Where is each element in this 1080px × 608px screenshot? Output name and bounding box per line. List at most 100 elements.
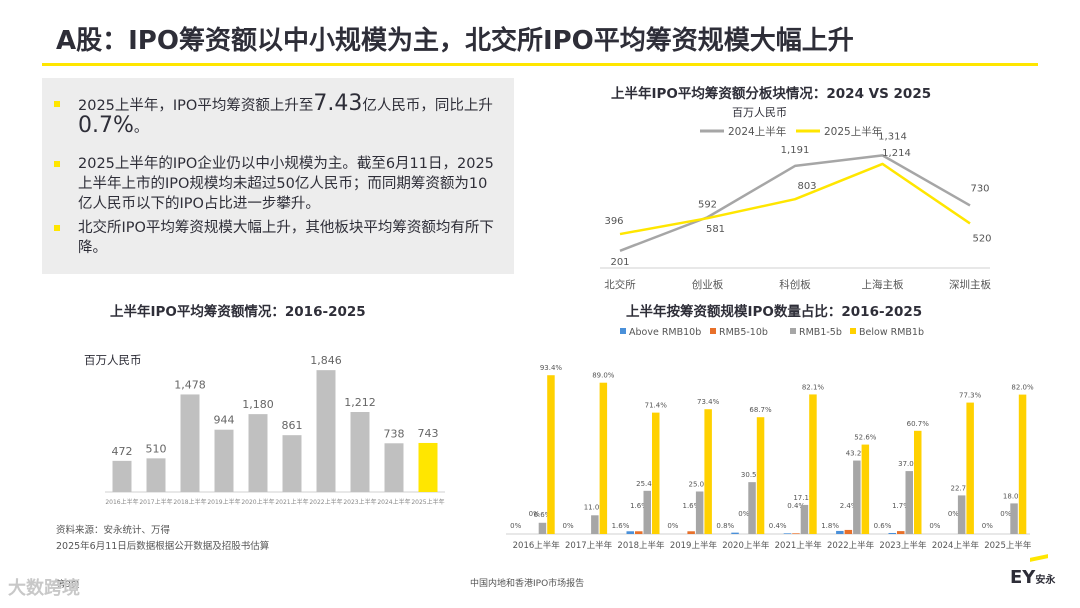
data-label: 0.4% [769, 522, 787, 530]
bullet-1-growth: 0.7% [78, 113, 134, 138]
bar [809, 394, 817, 534]
bullet-1-post: 。 [133, 120, 149, 136]
data-label: 82.0% [1011, 384, 1034, 392]
x-tick-label: 2016上半年 [513, 540, 561, 551]
data-label: 1,212 [344, 396, 376, 409]
data-label: 68.7% [749, 406, 772, 414]
data-label: 71.4% [645, 402, 668, 410]
bar [756, 417, 765, 534]
data-label: 0% [982, 522, 993, 530]
data-label: 472 [112, 445, 133, 458]
legend-label: RMB5-10b [719, 327, 768, 338]
x-tick-label: 2021上半年 [775, 540, 823, 551]
x-tick-label: 2022上半年 [309, 498, 342, 506]
annual-average-bar-chart: 472 2016上半年 510 2017上半年 1,478 2018上半年 944 2019上… [105, 354, 445, 506]
bar [112, 460, 132, 492]
data-label: 1,478 [174, 378, 206, 391]
legend-label: 2024上半年 [728, 125, 786, 138]
legend-swatch [620, 328, 626, 334]
data-label: 1.6% [683, 502, 701, 510]
x-tick-label: 北交所 [604, 278, 636, 291]
x-tick-label: 2019上半年 [207, 498, 240, 506]
data-label: 6.6% [534, 511, 552, 519]
bar [350, 412, 370, 492]
x-tick-label: 2018上半年 [617, 540, 665, 551]
data-label: 25.0% [689, 481, 712, 489]
bar [844, 529, 853, 534]
data-label: 730 [970, 183, 989, 194]
data-label: 73.4% [697, 398, 720, 406]
bar [643, 490, 651, 534]
bullet-2-text: 2025上半年的IPO企业仍以中小规模为主。截至6月11日，2025上半年上市的… [78, 156, 494, 212]
data-label: 520 [972, 233, 991, 244]
data-label: 0.4% [787, 502, 805, 510]
bar [783, 533, 792, 534]
data-label: 11.0% [584, 503, 607, 511]
bar [905, 471, 913, 534]
bar [214, 429, 234, 492]
data-label: 1.8% [821, 522, 839, 530]
ey-logo: EY安永 [1010, 567, 1055, 588]
bar [748, 482, 756, 534]
x-tick-label: 2025上半年 [984, 540, 1032, 551]
bullet-1-pre: 2025上半年，IPO平均筹资额上升至 [78, 98, 314, 114]
data-label: 1.6% [612, 522, 630, 530]
bar [626, 531, 634, 534]
legend-label: Above RMB10b [629, 327, 701, 338]
data-label: 0% [738, 510, 749, 518]
data-label: 201 [610, 257, 629, 268]
bar [538, 522, 547, 534]
source-line-1: 资料来源：安永统计、万得 [56, 525, 171, 536]
bar [731, 532, 739, 534]
data-label: 22.7% [951, 484, 974, 492]
series-line [619, 154, 971, 252]
data-label: 0% [1000, 510, 1011, 518]
bar [966, 402, 974, 534]
bar [888, 532, 896, 534]
bar [853, 460, 861, 534]
bar [914, 430, 922, 534]
data-label: 0.8% [716, 522, 734, 530]
x-tick-label: 2024上半年 [932, 540, 980, 551]
size-chart-title: 上半年按筹资额规模IPO数量占比：2016-2025 [626, 304, 923, 320]
x-tick-label: 上海主板 [862, 278, 904, 291]
data-label: 592 [698, 199, 717, 210]
ey-logo-mark: EY [1010, 567, 1036, 588]
x-tick-label: 科创板 [779, 278, 811, 291]
bar [248, 414, 268, 492]
bar [591, 515, 599, 534]
bar [792, 533, 800, 534]
title-divider [42, 63, 1038, 66]
data-label: 1.7% [892, 502, 910, 510]
watermark-text: 大数跨境 [8, 578, 80, 599]
data-label: 743 [418, 427, 439, 440]
x-tick-label: 2016上半年 [105, 498, 138, 506]
bar [635, 531, 643, 534]
legend-swatch [850, 328, 856, 334]
bar [836, 530, 844, 534]
data-label: 0% [948, 510, 959, 518]
data-label: 1,180 [242, 398, 274, 411]
summary-bullet-2: 2025上半年的IPO企业仍以中小规模为主。截至6月11日，2025上半年上市的… [54, 154, 494, 214]
data-label: 510 [146, 442, 167, 455]
x-tick-label: 2021上半年 [275, 498, 308, 506]
x-tick-label: 2019上半年 [670, 540, 718, 551]
data-label: 738 [384, 427, 405, 440]
bar [418, 442, 438, 492]
board-chart-unit: 百万人民币 [732, 106, 787, 119]
data-label: 30.5% [741, 471, 764, 479]
summary-bullet-1: 2025上半年，IPO平均筹资额上升至7.43亿人民币，同比上升 0.7%。 [54, 93, 494, 138]
x-tick-label: 2024上半年 [377, 498, 410, 506]
series-line [619, 162, 971, 236]
data-label: 93.4% [540, 364, 563, 372]
bar [957, 495, 966, 534]
data-label: 2.4% [840, 502, 858, 510]
data-label: 803 [797, 181, 816, 192]
bar [800, 504, 809, 534]
annual-chart-unit: 百万人民币 [84, 353, 142, 367]
source-line-2: 2025年6月11日后数据根据公开数据及招股书估算 [56, 541, 270, 552]
data-label: 0% [563, 522, 574, 530]
data-label: 861 [282, 419, 303, 432]
bar [282, 435, 302, 492]
bar [704, 409, 712, 534]
